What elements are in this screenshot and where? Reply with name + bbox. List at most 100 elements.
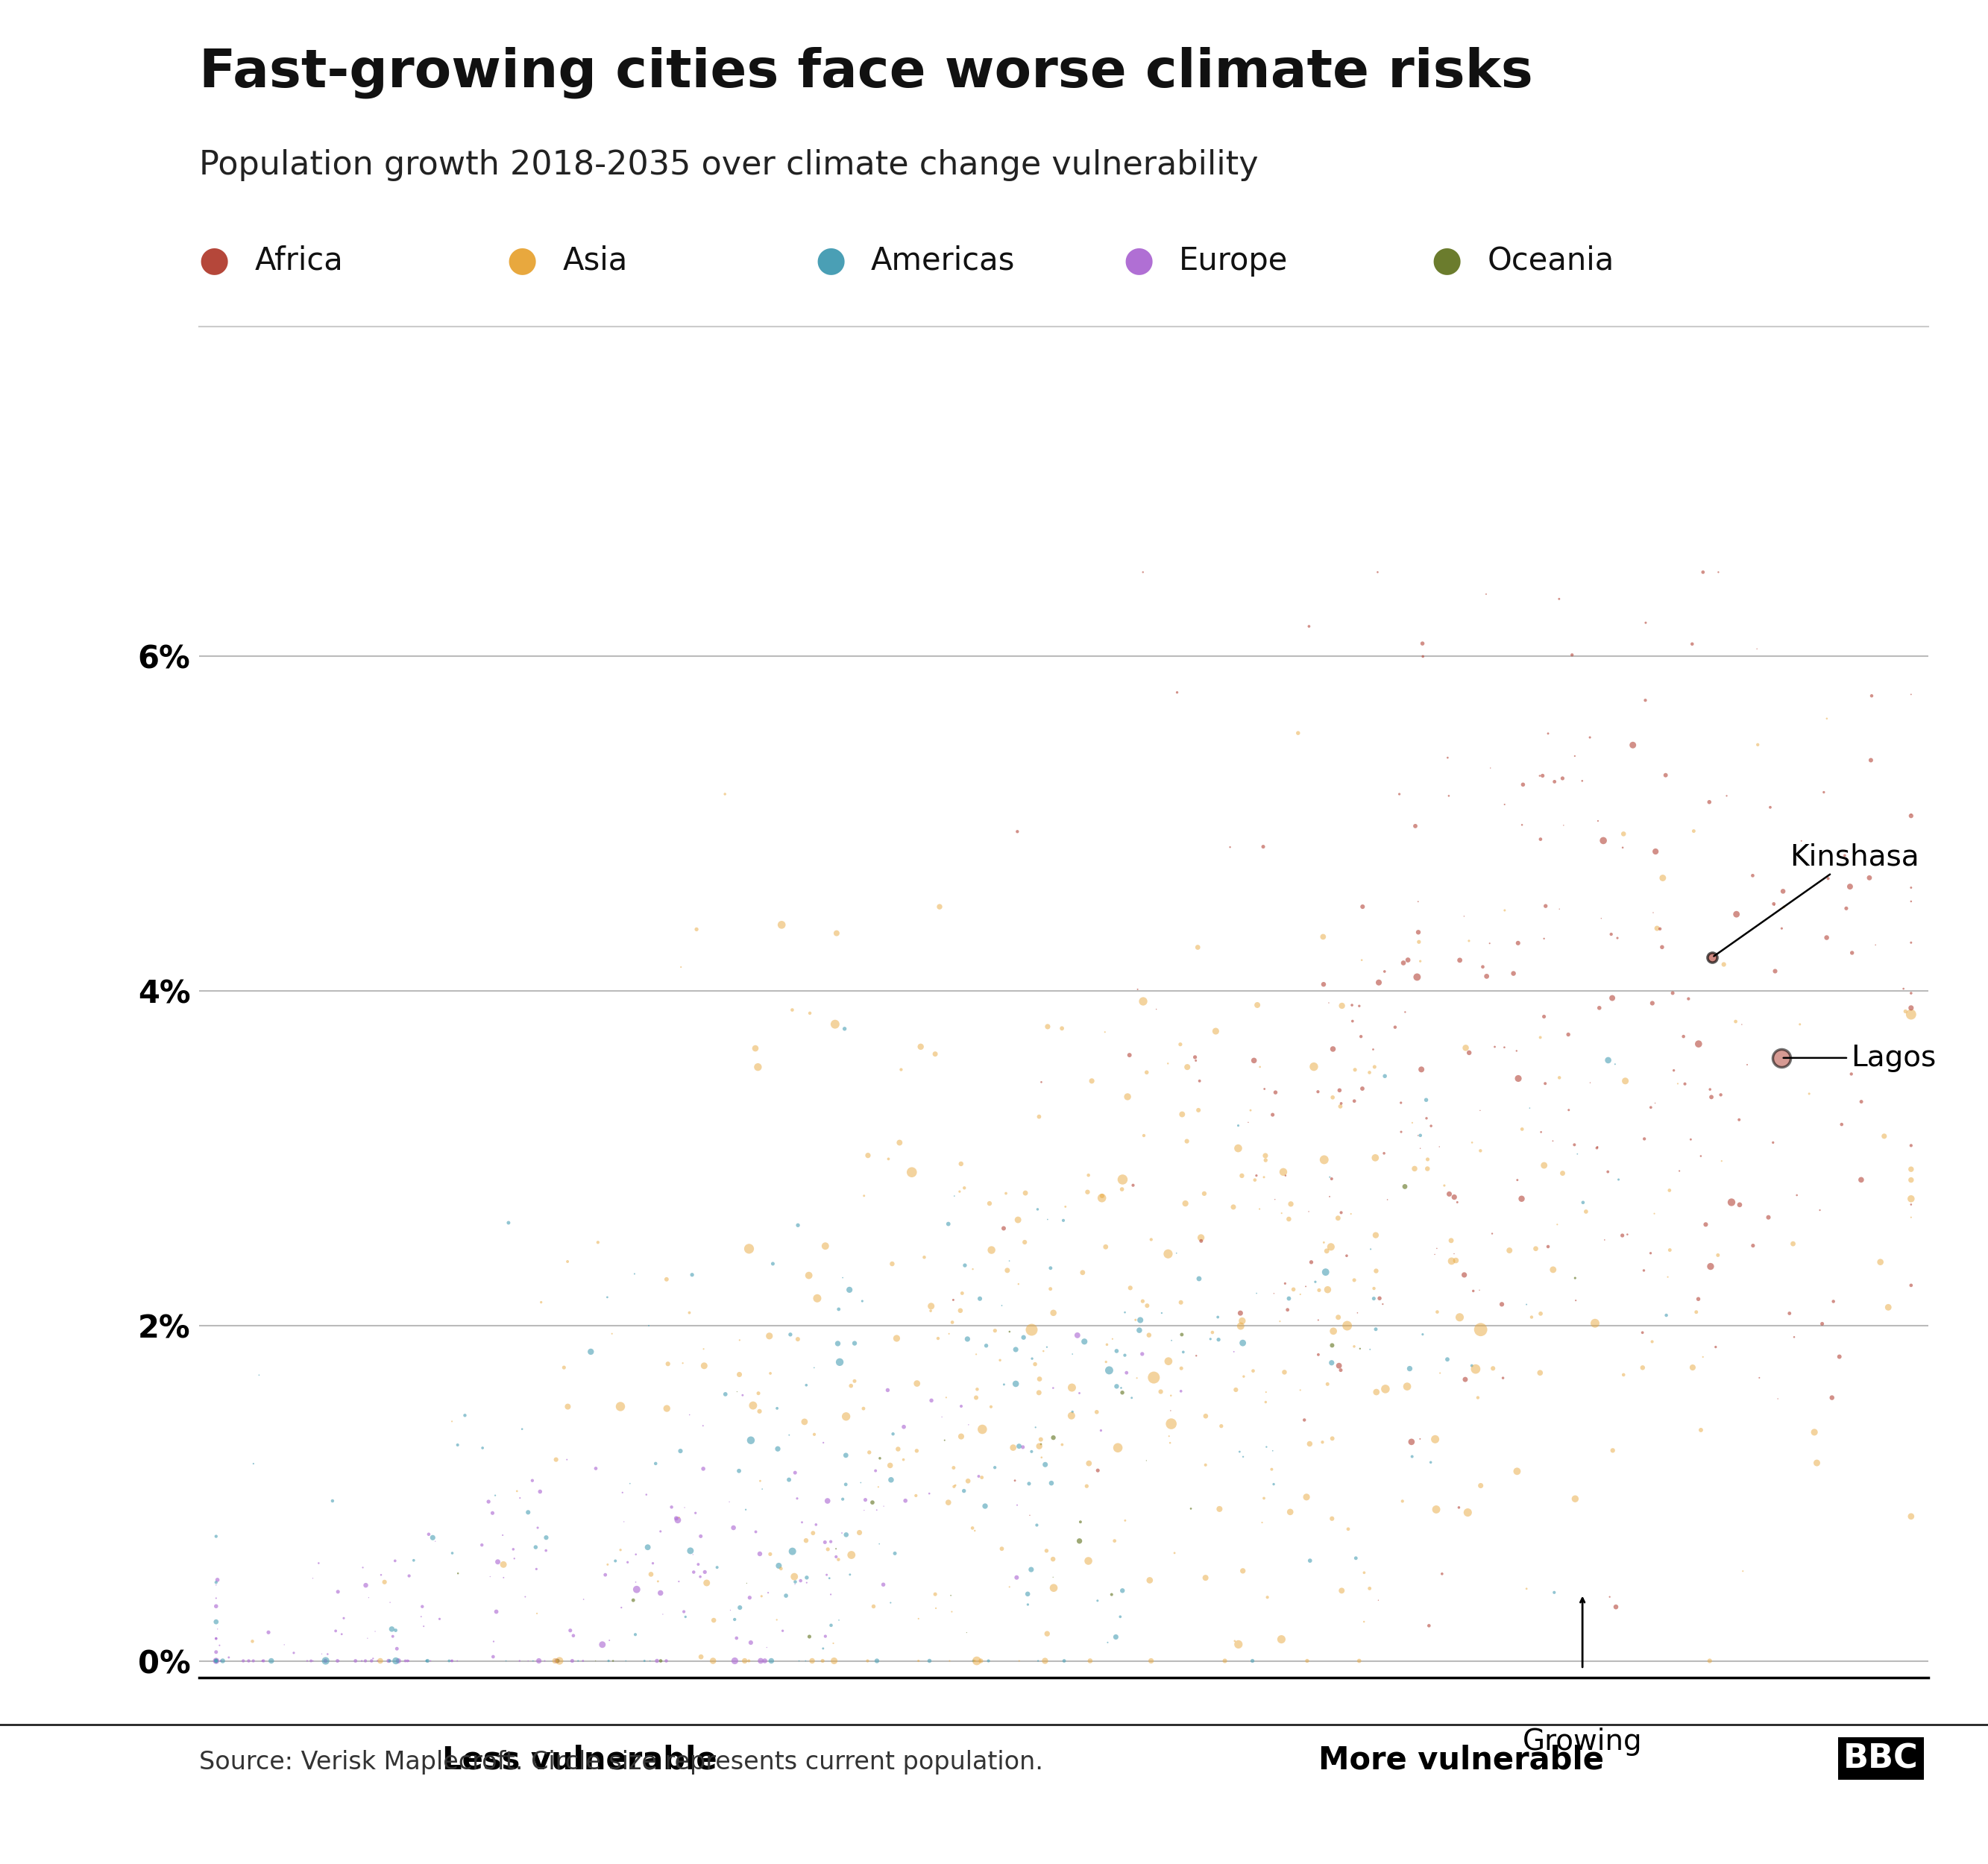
Point [867,1569,899,1599]
Point [1318,1316,1350,1346]
Point [1895,802,1926,831]
Point [1425,1558,1457,1588]
Point [1837,938,1869,967]
Point [903,1603,934,1633]
Point [793,1260,825,1290]
Point [294,1646,326,1676]
Point [1089,1232,1121,1262]
Point [201,1624,233,1653]
Point [883,1128,914,1158]
Point [1179,1042,1211,1072]
Point [477,1627,509,1657]
Point [1801,1448,1833,1478]
Point [1032,1204,1064,1234]
Point [513,1646,545,1676]
Point [1895,680,1926,710]
Point [932,1487,964,1517]
Point [1429,1171,1461,1200]
Point [912,1478,944,1508]
Point [1738,1230,1769,1260]
Point [360,1616,392,1646]
Point [201,1566,233,1596]
Point [608,1506,640,1536]
Point [1115,1273,1147,1303]
Point [320,1616,352,1646]
Point [736,1627,767,1657]
Point [811,1486,843,1515]
Point [201,1646,233,1676]
Point [966,1463,998,1493]
Point [821,1534,853,1564]
Point [962,1461,994,1491]
Point [1248,1163,1280,1193]
Point [580,1454,612,1484]
Point [1101,1433,1133,1463]
Point [650,1646,682,1676]
Point [1610,1066,1642,1096]
Point [736,1426,767,1456]
Point [521,1555,553,1584]
Point [1250,1144,1282,1174]
Point [1529,1068,1561,1098]
Point [1640,1089,1672,1118]
Point [1638,1199,1670,1228]
Point [688,1335,720,1364]
Point [1539,766,1571,796]
Point [1302,1340,1334,1370]
Point [1203,1495,1235,1525]
Point [901,1368,932,1398]
Point [555,1616,586,1646]
Point [1835,872,1867,902]
Point [1411,1103,1443,1133]
Point [1026,1430,1058,1460]
Point [773,1420,805,1450]
Point [1360,1221,1392,1251]
Point [827,1484,859,1514]
Point [1314,1182,1346,1212]
Point [1250,1377,1282,1407]
Point [1449,1033,1481,1062]
Point [903,1646,934,1676]
Point [1107,1575,1139,1605]
Point [773,1465,805,1495]
Point [1457,1277,1489,1307]
Point [1326,1089,1358,1118]
Point [728,1379,759,1409]
Point [823,1545,855,1575]
Point [1241,1279,1272,1309]
Point [960,1383,992,1413]
Point [1258,1279,1290,1309]
Point [1688,557,1720,587]
Point [1288,1405,1320,1435]
Point [751,1577,783,1607]
Point [1133,1320,1165,1350]
Point [1004,1432,1036,1461]
Point [1048,1646,1079,1676]
Point [1310,1256,1342,1286]
Point [932,1320,964,1350]
Point [1316,1163,1348,1193]
Point [1404,1133,1435,1163]
Point [531,1523,563,1553]
Point [845,1467,877,1497]
Point [1294,1430,1326,1460]
Point [1396,1107,1427,1137]
Point [1700,1333,1732,1363]
Point [1022,1510,1054,1540]
Point [1360,1143,1392,1172]
Point [964,1646,996,1676]
Point [374,1646,406,1676]
Point [356,1646,388,1676]
Point [1278,1275,1310,1305]
Point [1002,816,1034,846]
Point [1171,1126,1203,1156]
Point [1165,1320,1197,1350]
Point [1268,1357,1300,1387]
Point [1529,1150,1561,1180]
Point [1167,1100,1199,1130]
Point [1767,893,1799,923]
Point [201,1607,233,1637]
Point [1386,1486,1417,1515]
Point [1529,1001,1561,1031]
Point [1527,761,1559,790]
